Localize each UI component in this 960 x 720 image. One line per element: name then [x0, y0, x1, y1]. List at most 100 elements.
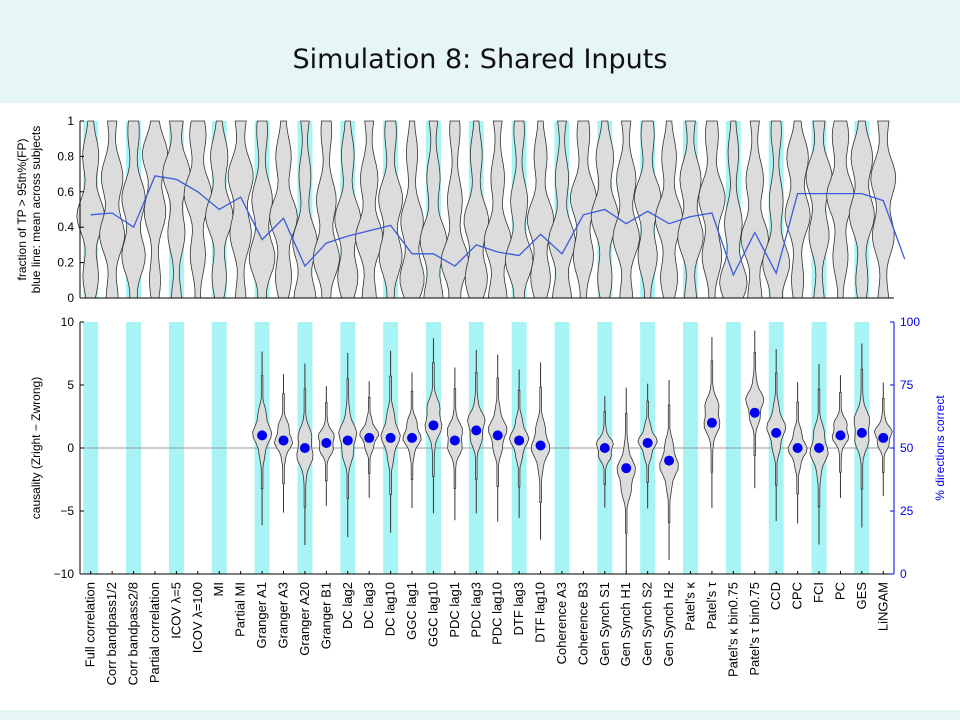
top-violin — [183, 120, 213, 299]
bottom-y-label: causality (Zright − Zwrong) — [29, 377, 43, 519]
x-tick-label: Coherence A3 — [554, 582, 569, 664]
top-violin — [142, 120, 168, 299]
x-tick-label: DC lag3 — [361, 582, 376, 629]
x-tick-label: Patel's τ — [704, 581, 719, 629]
top-violin — [848, 120, 875, 299]
x-tick-label: Partial MI — [233, 582, 248, 637]
x-tick-label: ICOV λ=5 — [168, 582, 183, 639]
x-tick-label: DC lag10 — [383, 582, 398, 636]
x-tick-label: GES — [854, 582, 869, 610]
bottom-y2-tick-label: 25 — [900, 504, 914, 518]
violin-figure: 0 0.2 0.4 0.6 0.8 1 fraction of TP > 95th%(FP)… — [15, 114, 947, 685]
x-tick-label: Corr bandpass1/2 — [104, 582, 119, 685]
bottom-y-tick-label: −10 — [54, 567, 75, 581]
bottom-y2-tick-label: 50 — [900, 441, 914, 455]
top-violin — [719, 120, 748, 299]
top-violin — [870, 120, 897, 299]
percent-correct-point — [428, 420, 439, 431]
top-violin — [463, 120, 489, 299]
bottom-violin — [745, 352, 765, 456]
bottom-y-tick-label: 10 — [61, 315, 75, 329]
x-tick-label: PDC lag10 — [490, 582, 505, 645]
top-y-tick-label: 0.6 — [57, 185, 74, 199]
x-tick-label: ICOV λ=100 — [190, 582, 205, 653]
top-y-tick-label: 0 — [67, 291, 74, 305]
top-violin — [805, 120, 833, 299]
percent-correct-point — [385, 432, 396, 443]
top-violin — [269, 120, 298, 299]
top-panel: 0 0.2 0.4 0.6 0.8 1 fraction of TP > 95th%(FP)… — [15, 114, 906, 305]
bottom-violin — [424, 362, 443, 477]
percent-correct-point — [771, 427, 782, 438]
x-tick-label: Full correlation — [83, 582, 98, 667]
percent-correct-point — [299, 443, 310, 453]
x-tick-label: Patel's κ — [683, 582, 698, 631]
bottom-violin — [703, 360, 721, 473]
percent-correct-point — [342, 435, 353, 446]
x-tick-label: Coherence B3 — [575, 582, 590, 665]
x-tick-label: PC — [832, 582, 847, 600]
x-tick-label: Gen Synch S1 — [597, 582, 612, 666]
top-y-tick-label: 0.2 — [57, 256, 74, 270]
percent-correct-point — [835, 430, 846, 441]
bottom-y-tick-label: 5 — [67, 378, 74, 392]
x-tick-label: MI — [211, 582, 226, 596]
percent-correct-point — [321, 437, 332, 448]
top-violin — [570, 120, 597, 299]
top-violin — [378, 120, 403, 299]
top-violin — [440, 120, 470, 299]
top-violin — [227, 120, 254, 299]
slide-title: Simulation 8: Shared Inputs — [292, 44, 668, 75]
percent-correct-point — [514, 435, 525, 446]
top-violin — [399, 120, 425, 299]
percent-correct-point — [257, 430, 268, 441]
top-y-tick-label: 1 — [67, 114, 74, 128]
percent-correct-point — [535, 440, 546, 451]
x-tick-label: Partial correlation — [147, 582, 162, 683]
top-violin — [612, 120, 640, 299]
bottom-violin — [616, 412, 636, 534]
bottom-y2-label: % directions correct — [933, 395, 947, 501]
percent-correct-point — [814, 443, 825, 453]
x-tick-label: DTF lag10 — [533, 582, 548, 643]
bottom-y2-tick-label: 100 — [900, 315, 920, 329]
percent-correct-point — [471, 425, 482, 436]
percent-correct-point — [449, 435, 460, 446]
top-violin — [76, 120, 106, 299]
x-tick-label: Gen Synch H2 — [661, 582, 676, 667]
top-violin — [677, 120, 704, 299]
top-violin — [334, 120, 362, 299]
top-violin — [826, 120, 855, 299]
top-violin — [654, 120, 684, 299]
x-tick-label: PDC lag1 — [447, 582, 462, 638]
top-y-label: blue line: mean across subjects — [29, 126, 43, 293]
percent-correct-point — [642, 437, 653, 448]
top-violin — [121, 120, 146, 299]
percent-correct-point — [878, 432, 889, 443]
percent-correct-point — [706, 417, 717, 428]
x-tick-label: Patel's κ bin0.75 — [725, 582, 740, 677]
top-violin — [526, 120, 555, 299]
bottom-y-tick-label: 0 — [67, 441, 74, 455]
top-violin — [634, 120, 662, 299]
x-tick-label: Granger A1 — [254, 582, 269, 649]
bottom-y-tick-label: −5 — [60, 504, 74, 518]
x-tick-label: DC lag2 — [340, 582, 355, 629]
percent-correct-point — [407, 432, 418, 443]
x-tick-label: Gen Synch S2 — [640, 582, 655, 666]
x-tick-label: DTF lag3 — [511, 582, 526, 635]
x-tick-label: Gen Synch H1 — [618, 582, 633, 667]
percent-correct-point — [664, 455, 675, 466]
percent-correct-point — [792, 443, 803, 453]
top-y-label: fraction of TP > 95th%(FP) — [15, 139, 29, 281]
percent-correct-point — [364, 432, 375, 443]
top-violin — [355, 120, 384, 299]
title-bar — [0, 0, 960, 103]
percent-correct-point — [278, 435, 289, 446]
percent-correct-point — [599, 443, 610, 453]
x-tick-label: Granger A3 — [276, 582, 291, 649]
bottom-bar — [0, 710, 960, 720]
x-tick-label: Granger A20 — [297, 582, 312, 656]
top-violin — [698, 120, 726, 299]
